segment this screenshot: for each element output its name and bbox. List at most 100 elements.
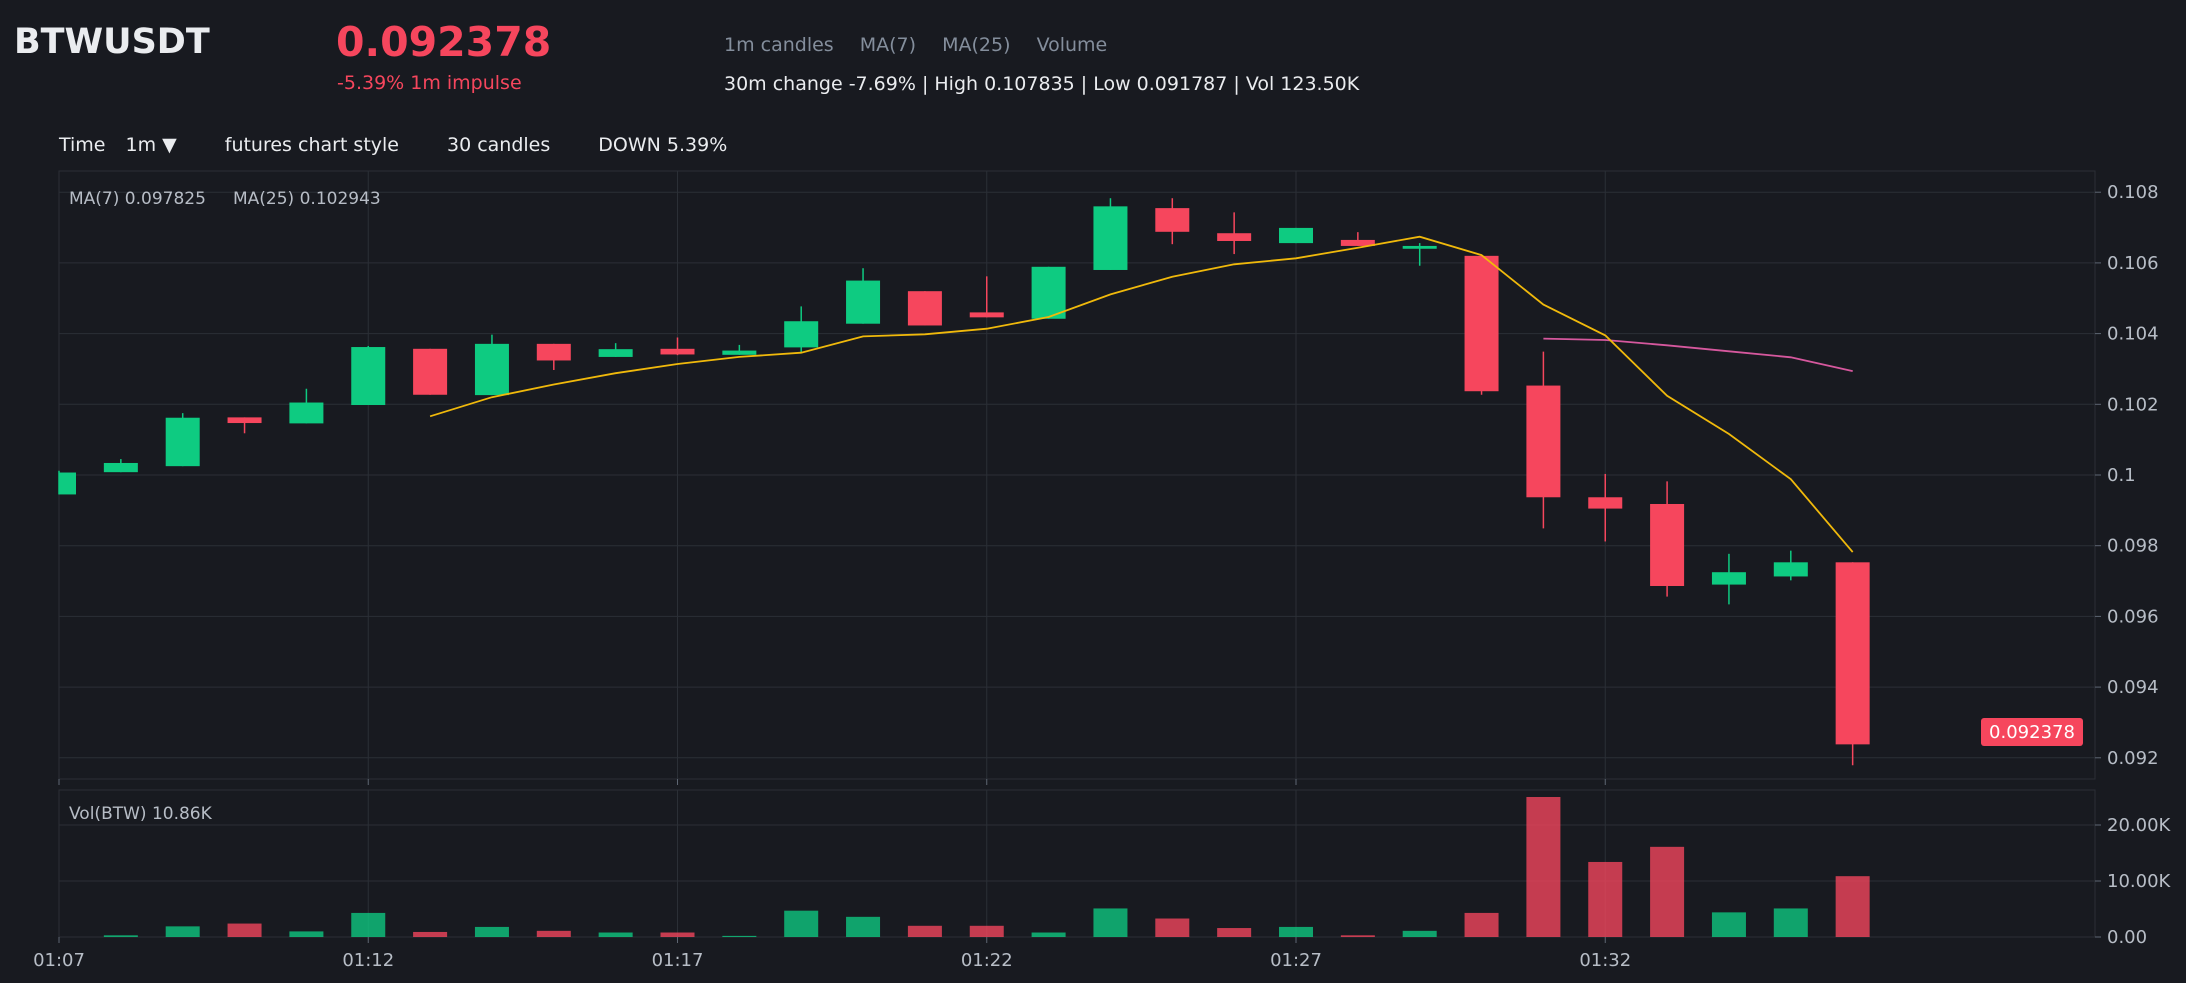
volume-bar — [536, 930, 571, 937]
volume-bar — [1588, 861, 1623, 937]
volume-bar — [660, 932, 695, 937]
candle-body — [1155, 208, 1190, 232]
candle-body — [1279, 227, 1313, 244]
candle-body — [474, 343, 509, 396]
volume-bar — [103, 935, 138, 937]
candle-body — [351, 347, 386, 406]
candle-body — [1340, 239, 1375, 246]
candle-body — [907, 291, 942, 326]
ma7-line — [429, 235, 1854, 553]
volume-legend: Vol(BTW) 10.86K — [69, 804, 213, 824]
candle-body — [722, 350, 757, 355]
indicator-list: 1m candles MA(7) MA(25) Volume — [724, 34, 1127, 56]
ma-lines — [429, 235, 1854, 553]
candle-up — [1402, 243, 1437, 266]
candle-up — [846, 268, 881, 324]
indicator-volume[interactable]: Volume — [1036, 34, 1108, 56]
time-tick-label: 01:17 — [652, 950, 704, 971]
candle-body — [1093, 206, 1128, 270]
time-tick-label: 01:32 — [1579, 950, 1631, 971]
stats-line: 30m change -7.69% | High 0.107835 | Low … — [724, 73, 1360, 95]
candle-up — [351, 345, 386, 406]
volume-bar — [907, 925, 942, 937]
candle-down — [660, 337, 695, 356]
candle-body — [227, 417, 262, 424]
candle-body — [660, 348, 695, 355]
candle-body — [413, 348, 448, 395]
candle-body — [1650, 503, 1685, 586]
candle-up — [1093, 198, 1128, 270]
candle-up — [722, 344, 757, 355]
candle-up — [598, 343, 633, 357]
time-tick-label: 01:07 — [33, 950, 85, 971]
candle-body — [165, 417, 200, 467]
symbol-title: BTWUSDT — [14, 22, 210, 62]
candle-body — [1464, 255, 1499, 392]
price-tick-label: 0.104 — [2107, 324, 2159, 345]
timeframe-select[interactable]: 1m ▼ — [125, 134, 177, 156]
indicator-ma25[interactable]: MA(25) — [942, 34, 1011, 56]
candle-down — [1526, 351, 1561, 529]
candle-body — [1526, 385, 1561, 498]
candle-body — [1402, 245, 1437, 249]
last-price-label: 0.092378 — [1989, 722, 2075, 743]
indicator-candles[interactable]: 1m candles — [724, 34, 834, 56]
price-tick-label: 0.102 — [2107, 394, 2159, 415]
last-price: 0.092378 — [336, 18, 552, 66]
price-tick-label: 0.092 — [2107, 748, 2159, 769]
volume-tick-label: 10.00K — [2107, 871, 2172, 892]
candle-down — [1217, 212, 1252, 255]
candle-body — [784, 321, 819, 348]
candle-up — [103, 459, 138, 473]
volume-bar — [165, 926, 200, 937]
candle-up — [1031, 266, 1066, 319]
volume-bar — [474, 926, 509, 937]
volume-bar — [969, 925, 1004, 937]
candle-body — [1773, 562, 1808, 577]
volume-bar — [1650, 846, 1685, 937]
candle-up — [474, 334, 509, 396]
volume-bar — [784, 910, 819, 937]
volume-bar — [1031, 932, 1066, 937]
price-tick-label: 0.108 — [2107, 182, 2159, 203]
candle-down — [1650, 481, 1685, 597]
price-tick-label: 0.106 — [2107, 253, 2159, 274]
indicator-ma7[interactable]: MA(7) — [859, 34, 917, 56]
candle-body — [1217, 233, 1252, 241]
time-tick-label: 01:27 — [1270, 950, 1322, 971]
candle-body — [846, 280, 881, 324]
candle-up — [784, 306, 819, 354]
candle-body — [289, 402, 324, 424]
candle-down — [1155, 198, 1190, 245]
axes: 0.108 0.106 0.104 0.102 0.1 0.098 0.096 0.094 0.… — [33, 182, 2171, 971]
time-label: Time — [59, 134, 106, 156]
candle-up — [58, 470, 76, 495]
volume-bar — [1835, 876, 1870, 937]
price-tick-label: 0.1 — [2107, 465, 2136, 486]
chart-style-button[interactable]: futures chart style — [224, 134, 399, 156]
candle-body — [1835, 562, 1870, 745]
volume-bar — [413, 931, 448, 937]
volume-bar — [1402, 930, 1437, 937]
volume-bar — [1217, 928, 1252, 937]
candle-up — [1279, 227, 1313, 244]
volume-bar — [1093, 908, 1128, 937]
candle-down — [413, 348, 448, 395]
volume-bar — [722, 935, 757, 937]
candle-body — [1711, 572, 1746, 585]
volume-bar — [1711, 912, 1746, 937]
chart-toolbar: Time 1m ▼ futures chart style 30 candles DOW… — [59, 134, 775, 156]
candles — [58, 198, 1870, 766]
volume-bar — [1464, 912, 1499, 937]
candle-body — [103, 462, 138, 473]
candle-up — [165, 413, 200, 467]
candle-body — [1031, 266, 1066, 319]
candle-down — [907, 291, 942, 326]
volume-bar — [1773, 908, 1808, 937]
volume-bars — [103, 797, 1870, 937]
candle-down — [969, 276, 1004, 318]
ma-legend-ma25: MA(25) 0.102943 — [233, 189, 381, 209]
direction-badge: DOWN 5.39% — [598, 134, 728, 156]
candle-up — [1711, 553, 1746, 605]
